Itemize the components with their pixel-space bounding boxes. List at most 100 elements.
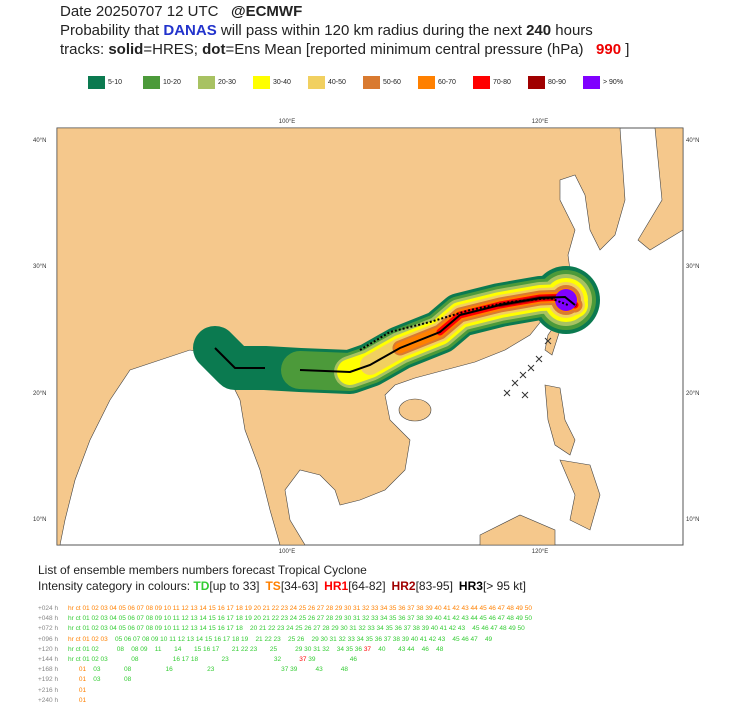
graticule: 40°N 40°N 30°N 30°N 20°N 20°N 10°N 10°N 100°E 100… [33,119,699,555]
members: hr ct 01 02 08 08 09 11 14 15 16 17 21 2… [68,645,363,653]
members: 03 08 [86,676,132,684]
footer: List of ensemble members numbers forecas… [38,562,532,594]
text: ] [621,41,630,58]
members: hr ct 01 02 03 04 05 06 07 08 09 10 11 1… [68,605,532,612]
category-name: TD [193,579,210,593]
legend-label: 30-40 [273,79,291,86]
table-row: +048 h hr ct 01 02 03 04 05 06 07 08 09 1… [38,614,532,624]
lat-label: 30°N [686,264,699,270]
legend-label: 80-90 [548,79,566,86]
legend-item: 5-10 [88,76,143,89]
hours: 240 [526,22,552,39]
pressure: 990 [596,41,622,58]
legend-swatch [473,76,490,89]
legend-item: 50-60 [363,76,418,89]
lon-label: 120°E [532,549,548,555]
category-range: [64-82] [348,579,386,593]
row-label: +144 h [38,656,59,664]
legend-item: 70-80 [473,76,528,89]
hres-track [214,347,265,369]
text: hours [551,22,593,39]
borneo [479,514,556,546]
lon-label: 120°E [532,119,548,125]
legend-label: 10-20 [163,79,181,86]
row-label: +192 h [38,676,59,684]
legend-swatch [253,76,270,89]
legend-item: 80-90 [528,76,583,89]
hainan [398,398,432,422]
legend-label: 40-50 [328,79,346,86]
table-row: +096 h hr ct 01 02 03 05 06 07 08 09 10 1… [38,635,532,645]
legend-swatch [198,76,215,89]
members: 01 [68,696,87,704]
table-row: +216 h 01 [38,686,532,696]
legend-swatch [363,76,380,89]
row-label: +120 h [38,645,59,653]
legend-item: 10-20 [143,76,198,89]
members: 01 [68,666,87,674]
category-name: HR2 [391,579,416,593]
lat-label: 20°N [686,391,699,397]
row-label: +072 h [38,625,59,633]
legend-item: 20-30 [198,76,253,89]
members: 40 43 44 46 48 [371,645,444,653]
members: 01 [68,676,87,684]
legend-label: 70-80 [493,79,511,86]
mainland [56,127,626,546]
legend-swatch [528,76,545,89]
table-row: +240 h 01 [38,696,532,706]
lat-label: 40°N [686,138,699,144]
japan [637,127,684,251]
category-range: [34-63] [280,579,319,593]
members: 05 06 07 08 09 10 11 12 13 14 15 16 17 1… [107,635,493,643]
legend-label: > 90% [603,79,624,86]
legend-swatch [418,76,435,89]
members: 37 [281,656,307,664]
text: solid [108,41,144,58]
members: 37 [362,645,372,653]
lat-label: 40°N [33,138,46,144]
date: Date 20250707 12 UTC [60,3,219,20]
lat-label: 10°N [686,517,699,523]
map: 40°N 40°N 30°N 30°N 20°N 20°N 10°N 10°N 100°E 100… [33,119,699,555]
members: 39 46 [306,656,358,664]
luzon [544,384,576,456]
ensemble-marks [503,337,552,399]
table-row: +168 h 01 03 08 16 23 37 39 43 48 [38,665,532,675]
intensity-line: Intensity category in colours: TD[up to … [38,578,532,594]
row-label: +048 h [38,615,59,623]
lon-label: 100°E [279,119,295,125]
text: will pass within 120 km radius during th… [216,22,527,39]
members: hr ct 01 02 03 08 16 17 18 23 32 [68,656,282,664]
footer-title: List of ensemble members numbers forecas… [38,563,367,577]
text: =Ens Mean [reported minimum central pres… [225,41,588,58]
text: tracks: [60,41,109,58]
storm: DANAS [163,22,217,39]
legend-item: 60-70 [418,76,473,89]
land [56,127,684,546]
lat-label: 10°N [33,517,46,523]
hres-track [299,295,576,374]
legend-item: 30-40 [253,76,308,89]
row-label: +096 h [38,635,59,643]
lat-label: 20°N [33,391,46,397]
mean-track [359,296,569,351]
legend-swatch [88,76,105,89]
legend-label: 50-60 [383,79,401,86]
members: hr ct 01 02 03 [68,635,108,643]
text: Probability that [60,22,164,39]
lat-label: 30°N [33,264,46,270]
category-name: TS [265,579,281,593]
category-name: HR1 [324,579,349,593]
header: Date 20250707 12 UTC @ECMWF Probability … [60,2,629,59]
probability-core [555,289,577,311]
text: =HRES; [143,41,203,58]
members: hr ct 01 02 03 04 05 06 07 08 09 10 11 1… [68,625,525,633]
table-row: +144 h hr ct 01 02 03 08 16 17 18 23 32 3… [38,655,532,665]
members: 01 [68,686,87,694]
ensemble-table: +024 h hr ct 01 02 03 04 05 06 07 08 09 1… [38,604,532,706]
legend-label: 20-30 [218,79,236,86]
table-row: +024 h hr ct 01 02 03 04 05 06 07 08 09 1… [38,604,532,614]
legend-swatch [308,76,325,89]
